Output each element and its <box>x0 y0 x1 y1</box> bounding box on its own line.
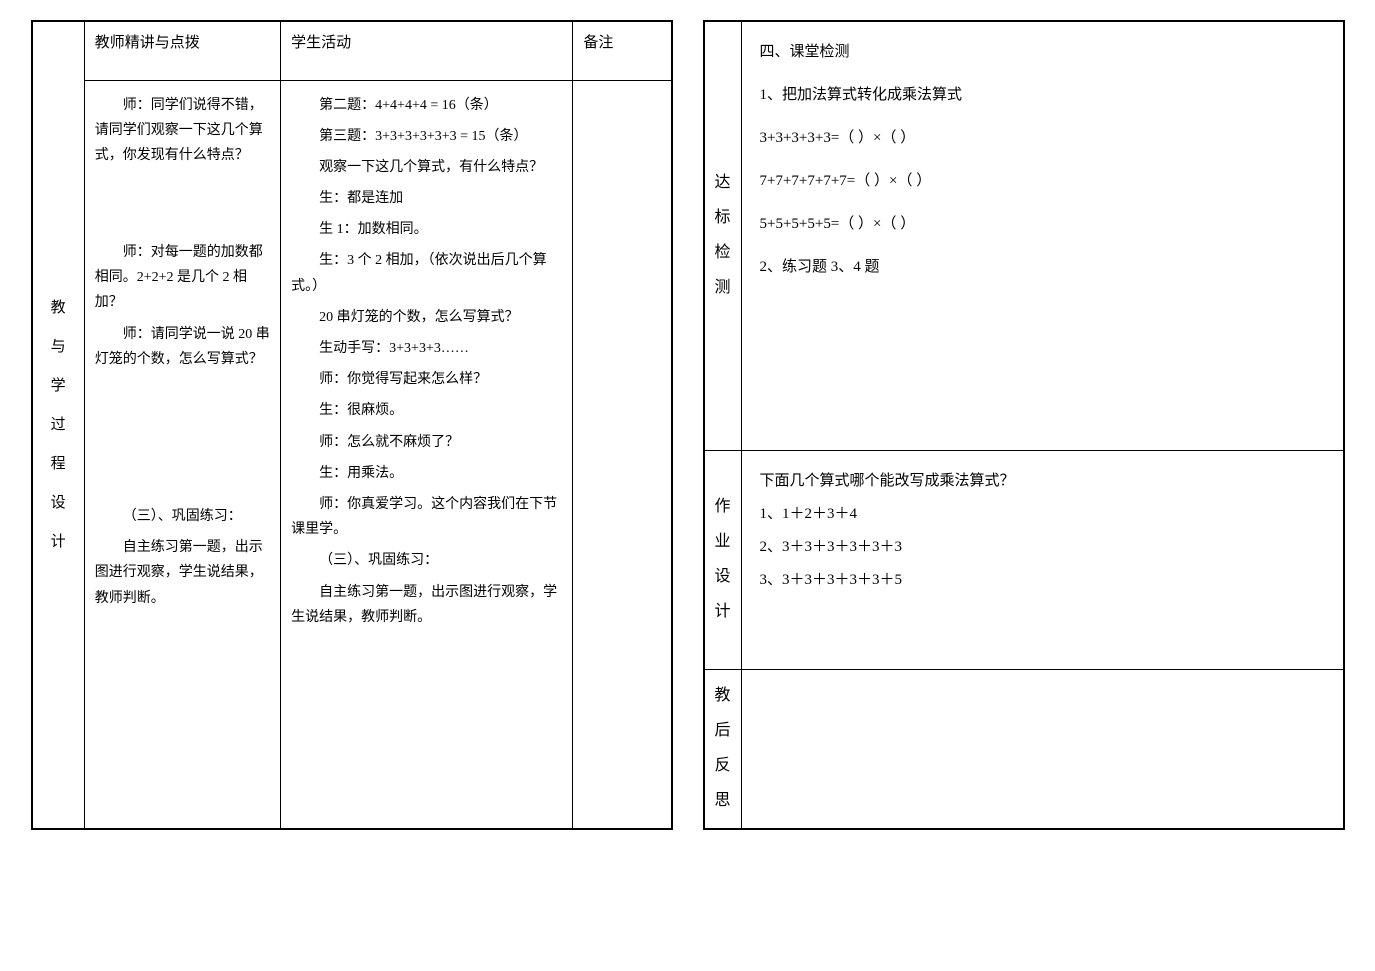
vert-char: 后 <box>707 717 739 746</box>
student-s8: 生动手写：3+3+3+3…… <box>291 336 562 361</box>
teacher-p1: 师：同学们说得不错，请同学们观察一下这几个算式，你发现有什么特点？ <box>95 93 270 169</box>
dabiao-t6: 2、练习题 3、4 题 <box>760 251 1325 284</box>
student-s15: 自主练习第一题，出示图进行观察，学生说结果，教师判断。 <box>291 580 562 630</box>
student-s1: 第二题：4+4+4+4 = 16（条） <box>291 93 562 118</box>
side-label-cell: 教 与 学 过 程 设 计 <box>32 22 84 829</box>
header-student: 学生活动 <box>281 22 573 81</box>
left-table: 教 与 学 过 程 设 计 教师精讲与点拨 学生活动 备注 师：同学们说得不错，… <box>32 21 672 829</box>
side-char: 学 <box>43 373 74 400</box>
side-char: 设 <box>43 490 74 517</box>
vert-char: 业 <box>707 528 739 557</box>
row-zuoye: 作 业 设 计 下面几个算式哪个能改写成乘法算式？ 1、1＋2＋3＋4 2、3＋… <box>704 451 1343 670</box>
student-s5: 生 1：加数相同。 <box>291 217 562 242</box>
left-page: 教 与 学 过 程 设 计 教师精讲与点拨 学生活动 备注 师：同学们说得不错，… <box>31 20 673 830</box>
row-dabiao: 达 标 检 测 四、课堂检测 1、把加法算式转化成乘法算式 3+3+3+3+3=… <box>704 22 1343 451</box>
student-cell: 第二题：4+4+4+4 = 16（条） 第三题：3+3+3+3+3+3 = 15… <box>281 80 573 828</box>
student-s14: （三）、巩固练习： <box>291 548 562 573</box>
vert-char: 思 <box>707 787 739 816</box>
teacher-p3: 师：请同学说一说 20 串灯笼的个数，怎么写算式？ <box>95 322 270 372</box>
side-char: 计 <box>43 529 74 556</box>
dabiao-t3: 3+3+3+3+3=（ ）×（ ） <box>760 122 1325 155</box>
row-jiaohou: 教 后 反 思 <box>704 670 1343 829</box>
vert-char: 作 <box>707 493 739 522</box>
dabiao-t4: 7+7+7+7+7+7=（ ）×（ ） <box>760 165 1325 198</box>
vert-char: 反 <box>707 752 739 781</box>
content-zuoye: 下面几个算式哪个能改写成乘法算式？ 1、1＋2＋3＋4 2、3＋3＋3＋3＋3＋… <box>741 451 1343 670</box>
zuoye-h2: 1、1＋2＋3＋4 <box>760 498 1325 531</box>
zuoye-h4: 3、3＋3＋3＋3＋3＋5 <box>760 564 1325 597</box>
label-jiaohou: 教 后 反 思 <box>704 670 741 829</box>
student-s7: 20 串灯笼的个数，怎么写算式？ <box>291 305 562 330</box>
zuoye-h3: 2、3＋3＋3＋3＋3＋3 <box>760 531 1325 564</box>
zuoye-h1: 下面几个算式哪个能改写成乘法算式？ <box>760 465 1325 498</box>
teacher-p2: 师：对每一题的加数都相同。2+2+2 是几个 2 相加？ <box>95 240 270 316</box>
student-s11: 师：怎么就不麻烦了？ <box>291 430 562 455</box>
side-char: 程 <box>43 451 74 478</box>
teacher-cell: 师：同学们说得不错，请同学们观察一下这几个算式，你发现有什么特点？ 师：对每一题… <box>84 80 280 828</box>
student-s12: 生：用乘法。 <box>291 461 562 486</box>
side-char: 与 <box>43 334 74 361</box>
vert-char: 计 <box>707 598 739 627</box>
label-dabiao: 达 标 检 测 <box>704 22 741 451</box>
dabiao-t1: 四、课堂检测 <box>760 36 1325 69</box>
note-cell <box>573 80 671 828</box>
right-table: 达 标 检 测 四、课堂检测 1、把加法算式转化成乘法算式 3+3+3+3+3=… <box>704 21 1344 829</box>
teacher-p5: 自主练习第一题，出示图进行观察，学生说结果，教师判断。 <box>95 535 270 611</box>
student-s13: 师：你真爱学习。这个内容我们在下节课里学。 <box>291 492 562 542</box>
content-jiaohou <box>741 670 1343 829</box>
side-char: 教 <box>43 295 74 322</box>
label-zuoye: 作 业 设 计 <box>704 451 741 670</box>
teacher-p4: （三）、巩固练习： <box>95 504 270 529</box>
right-page: 达 标 检 测 四、课堂检测 1、把加法算式转化成乘法算式 3+3+3+3+3=… <box>703 20 1345 830</box>
student-s2: 第三题：3+3+3+3+3+3 = 15（条） <box>291 124 562 149</box>
vert-char: 教 <box>707 682 739 711</box>
header-teacher: 教师精讲与点拨 <box>84 22 280 81</box>
student-s6: 生：3 个 2 相加，（依次说出后几个算式。） <box>291 248 562 298</box>
student-s4: 生：都是连加 <box>291 186 562 211</box>
header-note: 备注 <box>573 22 671 81</box>
student-s9: 师：你觉得写起来怎么样？ <box>291 367 562 392</box>
side-char: 过 <box>43 412 74 439</box>
left-body-row: 师：同学们说得不错，请同学们观察一下这几个算式，你发现有什么特点？ 师：对每一题… <box>32 80 671 828</box>
vert-char: 标 <box>707 204 739 233</box>
left-header-row: 教 与 学 过 程 设 计 教师精讲与点拨 学生活动 备注 <box>32 22 671 81</box>
content-dabiao: 四、课堂检测 1、把加法算式转化成乘法算式 3+3+3+3+3=（ ）×（ ） … <box>741 22 1343 451</box>
student-s3: 观察一下这几个算式，有什么特点？ <box>291 155 562 180</box>
vert-char: 测 <box>707 274 739 303</box>
student-s10: 生：很麻烦。 <box>291 398 562 423</box>
vert-char: 检 <box>707 239 739 268</box>
dabiao-t2: 1、把加法算式转化成乘法算式 <box>760 79 1325 112</box>
dabiao-t5: 5+5+5+5+5=（ ）×（ ） <box>760 208 1325 241</box>
vert-char: 设 <box>707 563 739 592</box>
vert-char: 达 <box>707 169 739 198</box>
